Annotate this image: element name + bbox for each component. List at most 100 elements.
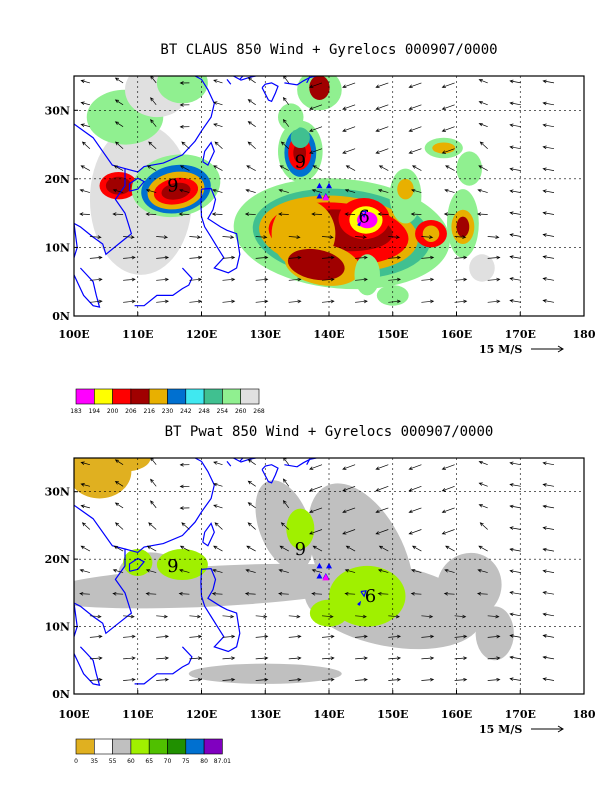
reference-vector-arrow (531, 345, 564, 353)
wind-vector (355, 255, 368, 260)
wind-vector (479, 141, 488, 149)
field-blob (422, 225, 440, 242)
wind-vector (179, 103, 190, 107)
colorbar: 0 35 55 60 65 70 75 80 87.01 (74, 738, 231, 765)
wind-vector (408, 148, 422, 154)
x-tick-label: 100E (58, 708, 89, 721)
wind-vector (255, 656, 269, 661)
colorbar-label: 242 (180, 408, 192, 415)
wind-vector (179, 188, 190, 193)
wind-vector (355, 656, 368, 661)
wind-vector (421, 235, 434, 239)
wind-vector (411, 165, 422, 171)
wind-vector (412, 545, 422, 552)
x-tick-label: 160E (441, 708, 472, 721)
wind-vector (123, 277, 136, 282)
coastline (134, 267, 193, 307)
colorbar-label: 0 (74, 758, 78, 765)
wind-vector (189, 255, 203, 260)
wind-vector (222, 677, 236, 682)
wind-vector (114, 141, 124, 149)
x-tick-label: 110E (122, 708, 153, 721)
wind-vector (408, 485, 422, 492)
wind-vector (377, 188, 389, 193)
coastline (357, 600, 362, 606)
wind-vector (181, 141, 190, 149)
coastline (74, 223, 101, 308)
wind-vector (282, 500, 290, 509)
wind-vector (487, 299, 501, 304)
wind-vector (408, 126, 422, 132)
colorbar-label: 268 (253, 408, 265, 415)
wind-vector (178, 212, 190, 216)
wind-vector (408, 82, 422, 88)
wind-vector (247, 121, 256, 127)
wind-vector (255, 614, 268, 619)
colorbar-swatch (167, 388, 187, 405)
wind-vector (145, 212, 157, 216)
wind-vector (378, 545, 389, 552)
colorbar-label: 80 (200, 758, 208, 765)
wind-vector (150, 478, 157, 487)
field-blob (329, 565, 406, 627)
wind-vector (312, 545, 323, 552)
wind-vector (114, 99, 124, 106)
wind-vector (112, 568, 124, 573)
wind-vector (146, 545, 157, 552)
coastline (261, 464, 279, 484)
gyre-center-marker (322, 573, 330, 581)
wind-vector (222, 634, 236, 639)
wind-vector (344, 188, 356, 193)
wind-vector (375, 104, 389, 110)
wind-vector (89, 299, 103, 304)
wind-vector (509, 569, 521, 573)
wind-vector (146, 165, 157, 171)
wind-vector (487, 614, 500, 619)
wind-vector (421, 255, 435, 260)
wind-vector (309, 464, 323, 470)
wind-vector (156, 277, 170, 282)
wind-vector (189, 656, 203, 661)
x-tick-label: 140E (313, 708, 344, 721)
field-blob (293, 142, 307, 164)
wind-vector (247, 502, 256, 509)
wind-vector (278, 188, 289, 193)
wind-vector (81, 522, 91, 530)
colorbar-swatch (185, 738, 205, 755)
wind-vector (542, 483, 555, 487)
wind-vector (478, 122, 488, 128)
wind-vector (444, 188, 455, 193)
wind-vector (89, 656, 103, 661)
wind-vector (181, 522, 190, 530)
wind-vector (411, 188, 422, 193)
wind-vector (321, 299, 335, 304)
wind-vector (388, 634, 402, 639)
wind-vector (487, 255, 501, 260)
colorbar-swatch (112, 388, 132, 405)
wind-vector (509, 299, 521, 303)
wind-vector (279, 165, 289, 171)
coastline (284, 76, 317, 86)
wind-vector (222, 255, 236, 260)
field-blob (436, 552, 502, 620)
wind-vector (509, 277, 521, 281)
colorbar-swatch (75, 388, 95, 405)
gyre-center-marker (322, 193, 330, 201)
coastline (306, 76, 311, 84)
wind-vector (487, 235, 500, 239)
storm-number: 9 (295, 539, 306, 560)
wind-vector (443, 591, 455, 596)
wind-vector (311, 591, 323, 596)
wind-vector (509, 233, 521, 237)
wind-vector (288, 614, 301, 619)
wind-vector (213, 101, 223, 106)
wind-vector (150, 500, 157, 509)
wind-vector (478, 460, 488, 466)
wind-vector (213, 79, 223, 84)
wind-vector (344, 591, 356, 596)
colorbar-swatch (167, 738, 187, 755)
wind-vector (245, 188, 256, 193)
colorbar: 183 194 200 206 216 230 242 248 254 260 268 (70, 388, 265, 415)
wind-vector (542, 655, 555, 660)
wind-vector (80, 165, 91, 171)
